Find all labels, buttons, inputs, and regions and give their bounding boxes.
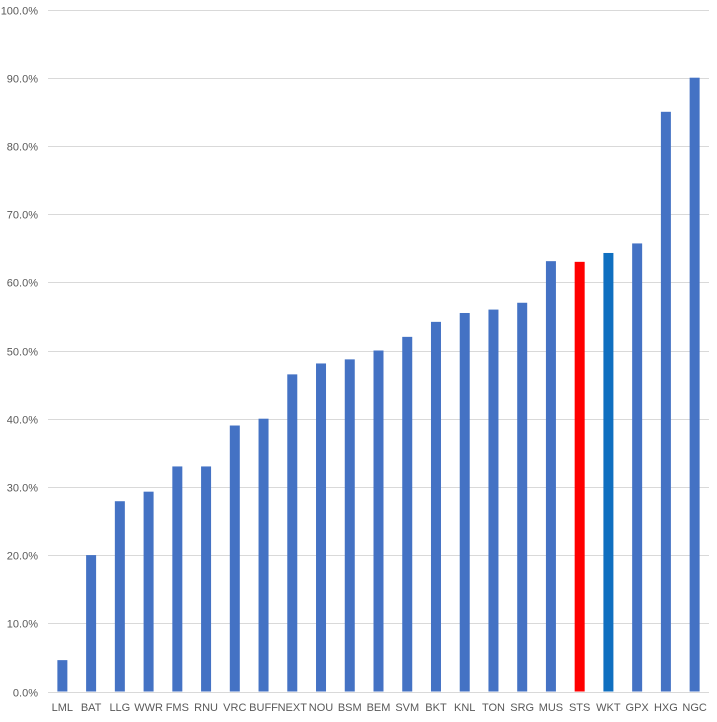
x-tick-label-buff: BUFF <box>249 702 278 714</box>
bar-knl <box>459 312 470 692</box>
bar-ton <box>488 309 499 692</box>
x-tick-label-ngc: NGC <box>682 702 707 714</box>
y-tick-label: 10.0% <box>7 619 38 631</box>
y-tick-label: 70.0% <box>7 210 38 222</box>
x-tick-label-bem: BEM <box>367 702 391 714</box>
y-tick-label: 0.0% <box>13 688 38 700</box>
bar-wwr <box>143 491 154 692</box>
bar-ngc <box>689 77 700 692</box>
bar-svm <box>402 336 413 692</box>
x-tick-label-svm: SVM <box>395 702 419 714</box>
x-tick-label-rnu: RNU <box>194 702 218 714</box>
bar-llg <box>114 501 125 692</box>
y-tick-label: 50.0% <box>7 347 38 359</box>
x-tick-label-fms: FMS <box>166 702 189 714</box>
x-tick-label-ton: TON <box>482 702 505 714</box>
bar-rnu <box>201 466 212 692</box>
y-tick-label: 60.0% <box>7 278 38 290</box>
bar-bkt <box>430 321 441 692</box>
y-axis-labels: 0.0% 10.0% 20.0% 30.0% 40.0% 50.0% 60.0% 70.0% 8… <box>1 6 39 700</box>
x-tick-label-next: NEXT <box>278 702 308 714</box>
y-tick-label: 40.0% <box>7 415 38 427</box>
x-tick-label-bkt: BKT <box>425 702 447 714</box>
y-tick-label: 80.0% <box>7 142 38 154</box>
x-tick-label-llg: LLG <box>109 702 130 714</box>
bar-fms <box>172 466 183 692</box>
bar-next <box>287 374 298 692</box>
bar-buff <box>258 418 269 692</box>
x-tick-label-wwr: WWR <box>134 702 163 714</box>
bar-lml <box>57 660 68 692</box>
bar-srg <box>517 302 528 692</box>
x-tick-label-srg: SRG <box>510 702 534 714</box>
x-tick-label-vrc: VRC <box>223 702 246 714</box>
x-tick-label-hxg: HXG <box>654 702 678 714</box>
bar-mus <box>545 261 556 692</box>
bar-sts <box>574 261 585 692</box>
bar-vrc <box>229 425 240 692</box>
x-tick-label-wkt: WKT <box>596 702 621 714</box>
x-axis-labels: LML BAT LLG WWR FMS RNU VRC BUFF NEXT NOU BSM BEM SV… <box>52 702 707 714</box>
y-tick-label: 100.0% <box>1 6 39 18</box>
y-tick-label: 90.0% <box>7 74 38 86</box>
x-tick-label-nou: NOU <box>309 702 334 714</box>
bar-wkt <box>603 252 614 692</box>
y-tick-label: 30.0% <box>7 483 38 495</box>
bars <box>57 77 700 692</box>
x-tick-label-knl: KNL <box>454 702 475 714</box>
y-tick-label: 20.0% <box>7 551 38 563</box>
bar-bat <box>86 555 97 692</box>
bar-hxg <box>660 111 671 692</box>
x-tick-label-lml: LML <box>52 702 73 714</box>
x-tick-label-mus: MUS <box>539 702 563 714</box>
bar-bem <box>373 350 384 692</box>
x-tick-label-gpx: GPX <box>626 702 650 714</box>
bar-bsm <box>344 359 355 692</box>
x-tick-label-bat: BAT <box>81 702 102 714</box>
bar-gpx <box>632 243 643 692</box>
x-tick-label-bsm: BSM <box>338 702 362 714</box>
x-tick-label-sts: STS <box>569 702 590 714</box>
bar-nou <box>316 363 327 692</box>
